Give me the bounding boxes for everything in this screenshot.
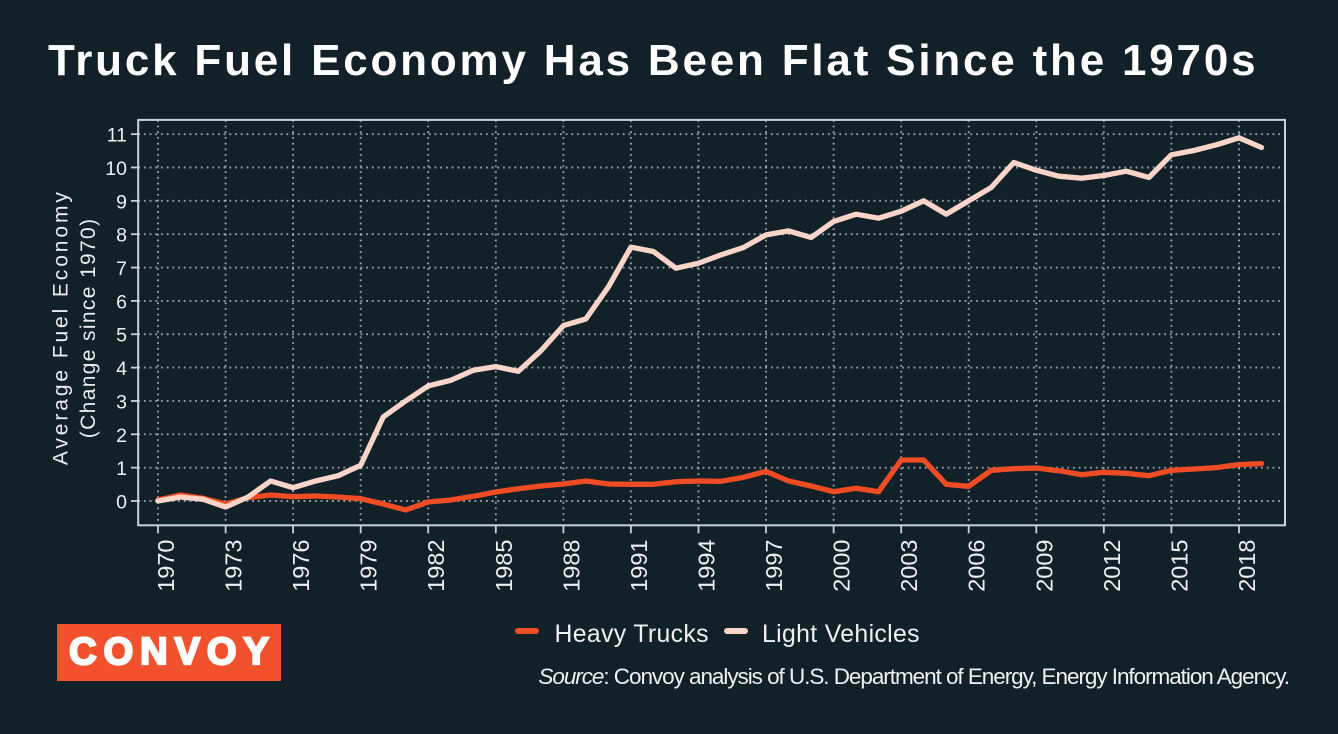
svg-text:2009: 2009 (1031, 540, 1057, 592)
svg-text:9: 9 (116, 191, 127, 213)
svg-text:(Change since 1970): (Change since 1970) (77, 218, 100, 439)
svg-text:2: 2 (116, 425, 127, 447)
svg-text:1988: 1988 (558, 540, 584, 592)
svg-text:Average Fuel Economy: Average Fuel Economy (50, 189, 73, 465)
svg-text:8: 8 (116, 225, 127, 247)
svg-text:10: 10 (105, 158, 127, 180)
svg-text:6: 6 (116, 291, 127, 313)
svg-text:2000: 2000 (829, 540, 855, 592)
svg-text:7: 7 (116, 258, 127, 280)
svg-text:11: 11 (107, 125, 127, 147)
svg-text:1979: 1979 (356, 540, 382, 592)
svg-text:2018: 2018 (1234, 540, 1260, 592)
svg-text:4: 4 (116, 358, 127, 380)
svg-text:1997: 1997 (761, 540, 787, 592)
svg-text:1976: 1976 (288, 540, 314, 592)
svg-text:2012: 2012 (1099, 540, 1125, 592)
svg-text:1970: 1970 (153, 540, 179, 592)
svg-text:2003: 2003 (896, 540, 922, 592)
svg-text:1982: 1982 (423, 540, 449, 592)
svg-text:0: 0 (116, 492, 127, 514)
svg-text:1973: 1973 (221, 540, 247, 592)
svg-text:2015: 2015 (1166, 540, 1192, 592)
svg-text:3: 3 (116, 391, 127, 413)
svg-text:1994: 1994 (694, 540, 720, 592)
svg-text:1985: 1985 (491, 540, 517, 592)
svg-text:1991: 1991 (626, 540, 652, 592)
svg-text:1: 1 (116, 458, 127, 480)
svg-text:5: 5 (116, 325, 127, 347)
svg-text:2006: 2006 (964, 540, 990, 592)
